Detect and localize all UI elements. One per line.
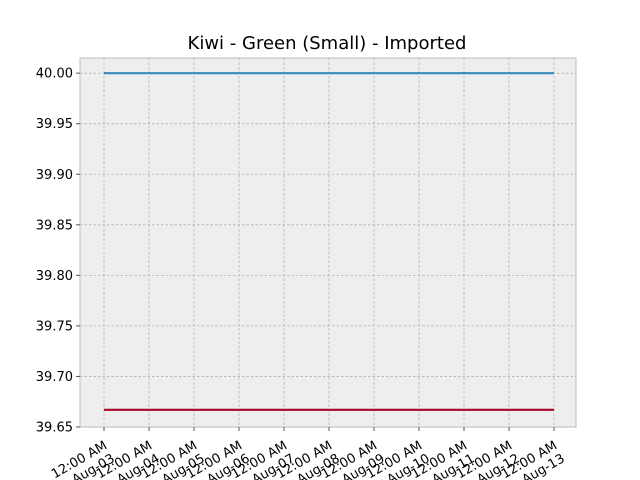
y-tick-label: 39.70 [36,370,73,385]
y-tick-label: 39.90 [36,168,73,183]
plot-background [79,57,577,428]
y-tick-label: 39.75 [36,319,73,334]
y-tick-label: 39.80 [36,269,73,284]
y-axis: 39.65 39.70 39.75 39.80 39.85 39.90 39.95 40.00 [36,67,80,436]
y-tick-label: 39.85 [36,218,73,233]
chart-title: Kiwi - Green (Small) - Imported [188,33,467,54]
series-group [104,72,554,411]
y-tick-label: 39.95 [36,117,73,132]
y-tick-label: 39.65 [36,421,73,436]
plot-area [79,57,577,428]
y-tick-label: 40.00 [36,67,73,82]
